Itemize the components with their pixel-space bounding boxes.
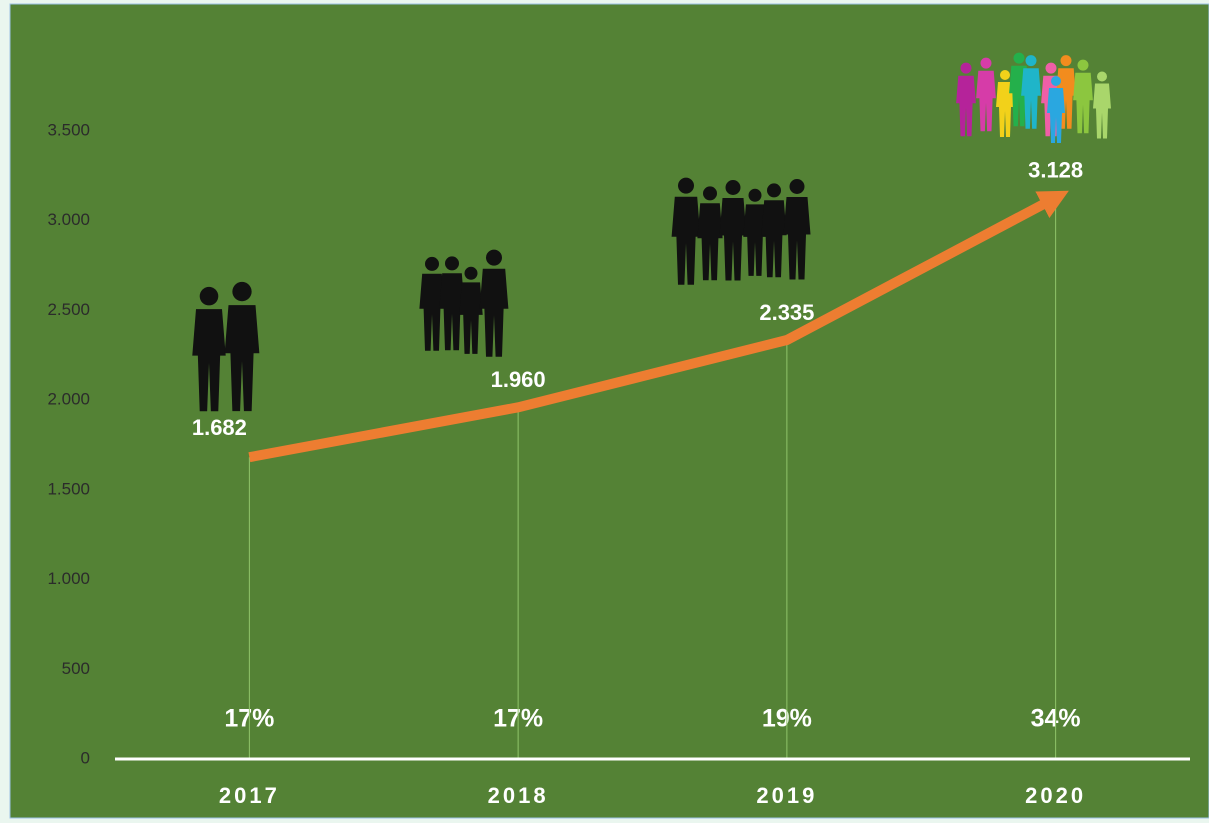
value-label: 1.682 (192, 415, 247, 440)
y-tick-label: 500 (62, 659, 90, 678)
x-tick-label: 2018 (488, 783, 549, 808)
value-label: 3.128 (1028, 158, 1083, 183)
x-tick-label: 2020 (1025, 783, 1086, 808)
y-tick-label: 1.500 (47, 479, 90, 498)
y-tick-label: 3.500 (47, 120, 90, 139)
x-tick-label: 2017 (219, 783, 280, 808)
y-tick-label: 0 (81, 748, 90, 767)
y-tick-label: 3.000 (47, 210, 90, 229)
x-tick-label: 2019 (756, 783, 817, 808)
chart: 05001.0001.5002.0002.5003.0003.500201717… (0, 0, 1209, 823)
y-tick-label: 2.000 (47, 390, 90, 409)
value-label: 2.335 (759, 300, 814, 325)
y-tick-label: 2.500 (47, 300, 90, 319)
page: {"chart_data": {"type": "line", "categor… (0, 0, 1209, 823)
value-label: 1.960 (491, 367, 546, 392)
y-tick-label: 1.000 (47, 569, 90, 588)
